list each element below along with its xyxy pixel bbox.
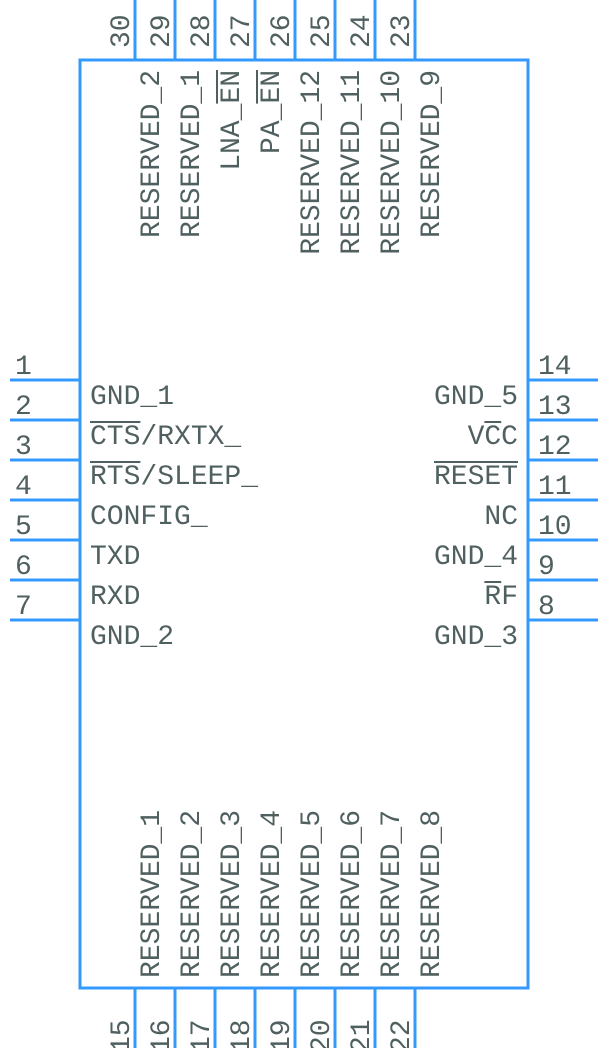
pin-label: RESERVED_9 [417,70,448,238]
pin-label: RESERVED_8 [417,810,448,978]
pin-label: RXD [90,582,140,613]
pin-label: RESERVED_2 [137,70,168,238]
pin-number: 21 [347,1019,378,1048]
pin-label: RTS/SLEEP_ [90,462,258,493]
pin-label: RESERVED_4 [257,810,288,978]
pin-number: 2 [15,392,32,423]
pin-number: 16 [147,1019,178,1048]
pin-number: 14 [538,352,572,383]
pin-number: 11 [538,472,572,503]
pin-label: CONFIG_ [90,502,208,533]
pin-label: LNA_EN [217,70,248,171]
pin-number: 5 [15,512,32,543]
pin-label: RESERVED_2 [177,810,208,978]
pin-number: 4 [15,472,32,503]
pin-label: RESERVED_6 [337,810,368,978]
pin-label: GND_2 [90,622,174,653]
pin-label: GND_1 [90,382,174,413]
pin-number: 8 [538,592,555,623]
pin-label: RESERVED_1 [177,70,208,238]
pin-label: RESERVED_3 [217,810,248,978]
pin-number: 22 [387,1019,418,1048]
pin-number: 6 [15,552,32,583]
pin-label: RF [484,582,518,613]
pin-number: 3 [15,432,32,463]
pin-label: RESERVED_5 [297,810,328,978]
pin-number: 17 [187,1019,218,1048]
pin-number: 27 [227,14,258,48]
pin-number: 7 [15,592,32,623]
pin-label: NC [484,502,518,533]
pin-number: 19 [267,1019,298,1048]
pin-label: GND_4 [434,542,518,573]
pin-number: 25 [307,14,338,48]
pin-number: 12 [538,432,572,463]
pin-number: 9 [538,552,555,583]
pin-label: RESERVED_11 [337,70,368,255]
pin-number: 10 [538,512,572,543]
pin-number: 18 [227,1019,258,1048]
pin-number: 20 [307,1019,338,1048]
pin-number: 23 [387,14,418,48]
pin-label: RESERVED_12 [297,70,328,255]
pin-number: 13 [538,392,572,423]
pin-label: RESERVED_10 [377,70,408,255]
pin-number: 24 [347,14,378,48]
pin-label: GND_3 [434,622,518,653]
pin-label: VCC [468,422,518,453]
pin-number: 29 [147,14,178,48]
pin-number: 30 [107,14,138,48]
pin-label: GND_5 [434,382,518,413]
pin-label: RESERVED_1 [137,810,168,978]
pin-number: 28 [187,14,218,48]
pin-number: 1 [15,352,32,383]
pin-label: RESET [434,462,518,493]
pin-label: PA_EN [257,70,288,154]
pin-label: TXD [90,542,140,573]
pin-label: CTS/RXTX_ [90,422,241,453]
pinout-diagram: 1 GND_1 2 CTS/RXTX_ 3 RTS/SLEEP_ 4 CONFIG_ 5 TXD 6… [0,0,608,1048]
pin-number: 15 [107,1019,138,1048]
pin-number: 26 [267,14,298,48]
pin-label: RESERVED_7 [377,810,408,978]
